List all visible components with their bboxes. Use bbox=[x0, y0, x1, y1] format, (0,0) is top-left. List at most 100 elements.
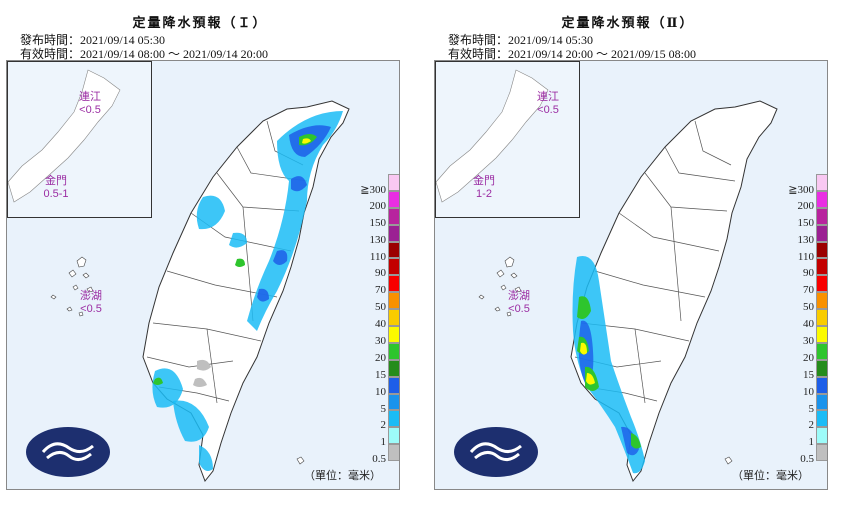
lienchiang-value: <0.5 bbox=[79, 104, 101, 116]
legend-label: 0.5 bbox=[372, 453, 386, 466]
legend-label: 90 bbox=[803, 267, 814, 280]
penghu-name: 澎湖 bbox=[80, 290, 102, 302]
legend-label: 110 bbox=[797, 250, 814, 263]
legend-item: 2 bbox=[370, 410, 399, 431]
legend-label: 5 bbox=[380, 402, 387, 415]
valid-time: 有效時間：2021/09/14 08:00 ～ 2021/09/14 20:00 bbox=[20, 47, 269, 61]
unit-label: （單位：毫米） bbox=[732, 470, 809, 482]
legend-item: 110 bbox=[798, 241, 827, 263]
legend-item: 5 bbox=[798, 393, 827, 415]
legend-item: 200 bbox=[370, 190, 399, 212]
legend-swatch bbox=[816, 342, 827, 360]
legend-swatch bbox=[388, 309, 399, 327]
legend-label: 110 bbox=[369, 250, 386, 263]
legend-swatch bbox=[816, 292, 827, 310]
legend-swatch bbox=[388, 241, 399, 259]
legend-item: 150 bbox=[370, 207, 399, 229]
legend-swatch bbox=[388, 410, 399, 428]
rainfall-map: 連江 <0.5 金門 0.5-1 澎湖 <0.5 ≧300 200 150 130 110 90… bbox=[6, 60, 400, 490]
color-legend: ≧300 200 150 130 110 90 70 50 40 30 20 15 10 5 2 1 0.5 bbox=[360, 174, 399, 465]
legend-label: ≧300 bbox=[788, 184, 814, 196]
legend-swatch bbox=[388, 444, 399, 462]
legend-item: 20 bbox=[798, 342, 827, 364]
legend-label: 1 bbox=[808, 436, 815, 449]
legend-item: 20 bbox=[370, 342, 399, 364]
kinmen-lienchiang-inset: 連江 <0.5 金門 1-2 bbox=[435, 61, 580, 218]
legend-swatch bbox=[388, 292, 399, 310]
legend-swatch bbox=[816, 359, 827, 377]
cwb-logo bbox=[25, 426, 111, 478]
legend-item: 5 bbox=[370, 393, 399, 415]
panel-title: 定量降水預報（Ｉ） bbox=[132, 16, 268, 31]
legend-item: 70 bbox=[370, 275, 399, 296]
legend-swatch bbox=[816, 190, 827, 208]
legend-swatch bbox=[816, 309, 827, 327]
legend-item: 10 bbox=[798, 376, 827, 398]
kinmen-name: 金門 bbox=[45, 175, 67, 187]
legend-item: 0.5 bbox=[370, 444, 399, 465]
legend-swatch bbox=[388, 359, 399, 377]
legend-label: 1 bbox=[380, 436, 387, 449]
panel-title: 定量降水預報（Ⅱ） bbox=[561, 16, 695, 31]
legend-item: ≧300 bbox=[360, 174, 399, 196]
unit-label: （單位：毫米） bbox=[304, 470, 381, 482]
penghu-name: 澎湖 bbox=[508, 290, 530, 302]
legend-swatch bbox=[388, 275, 399, 293]
legend-label: 30 bbox=[803, 335, 814, 348]
legend-label: 10 bbox=[375, 385, 386, 398]
legend-item: 15 bbox=[798, 359, 827, 381]
legend-label: 50 bbox=[803, 301, 814, 314]
legend-item: 1 bbox=[370, 427, 399, 448]
legend-label: 20 bbox=[375, 351, 386, 364]
legend-item: 0.5 bbox=[798, 444, 827, 465]
legend-swatch bbox=[388, 258, 399, 276]
legend-swatch bbox=[816, 393, 827, 411]
legend-item: 40 bbox=[798, 309, 827, 330]
forecast-panel-2: 定量降水預報（Ⅱ） 發布時間：2021/09/14 05:30 有效時間：202… bbox=[428, 0, 833, 509]
legend-swatch bbox=[816, 427, 827, 445]
legend-swatch bbox=[388, 427, 399, 445]
legend-item: 50 bbox=[370, 292, 399, 313]
legend-swatch bbox=[388, 224, 399, 242]
rainfall-map: 連江 <0.5 金門 1-2 澎湖 <0.5 ≧300 200 150 130 110 90 70… bbox=[434, 60, 828, 490]
legend-swatch bbox=[816, 275, 827, 293]
legend-swatch bbox=[388, 376, 399, 394]
legend-label: 20 bbox=[803, 351, 814, 364]
legend-label: 30 bbox=[375, 335, 386, 348]
legend-item: 70 bbox=[798, 275, 827, 296]
legend-label: 0.5 bbox=[800, 453, 814, 466]
legend-swatch bbox=[816, 326, 827, 343]
lienchiang-name: 連江 bbox=[537, 91, 559, 103]
legend-item: 150 bbox=[798, 207, 827, 229]
legend-item: 90 bbox=[798, 258, 827, 279]
legend-label: 10 bbox=[803, 385, 814, 398]
color-legend: ≧300 200 150 130 110 90 70 50 40 30 20 15 10 5 2 1 0.5 bbox=[788, 174, 827, 465]
forecast-panel-1: 定量降水預報（Ｉ） 發布時間：2021/09/14 05:30 有效時間：202… bbox=[0, 0, 405, 509]
legend-item: 110 bbox=[370, 241, 399, 263]
legend-label: ≧300 bbox=[360, 184, 386, 196]
legend-label: 2 bbox=[808, 419, 815, 432]
legend-label: 40 bbox=[375, 318, 386, 331]
legend-label: 50 bbox=[375, 301, 386, 314]
legend-swatch bbox=[388, 190, 399, 208]
legend-item: 130 bbox=[798, 224, 827, 246]
legend-swatch bbox=[388, 207, 399, 225]
taiwan-map bbox=[478, 100, 778, 482]
legend-label: 130 bbox=[797, 233, 815, 246]
taiwan-map bbox=[50, 100, 350, 482]
legend-item: ≧300 bbox=[788, 174, 827, 196]
legend-swatch bbox=[816, 224, 827, 242]
legend-swatch bbox=[388, 342, 399, 360]
legend-item: 40 bbox=[370, 309, 399, 330]
legend-swatch bbox=[388, 393, 399, 411]
cwb-logo bbox=[453, 426, 539, 478]
legend-swatch bbox=[816, 174, 827, 191]
legend-swatch bbox=[816, 258, 827, 276]
legend-swatch bbox=[816, 410, 827, 428]
legend-item: 30 bbox=[370, 326, 399, 347]
legend-swatch bbox=[816, 241, 827, 259]
penghu-value: <0.5 bbox=[80, 303, 102, 315]
legend-label: 150 bbox=[369, 216, 387, 229]
issue-time: 發布時間：2021/09/14 05:30 bbox=[448, 33, 594, 47]
legend-label: 70 bbox=[803, 284, 814, 297]
